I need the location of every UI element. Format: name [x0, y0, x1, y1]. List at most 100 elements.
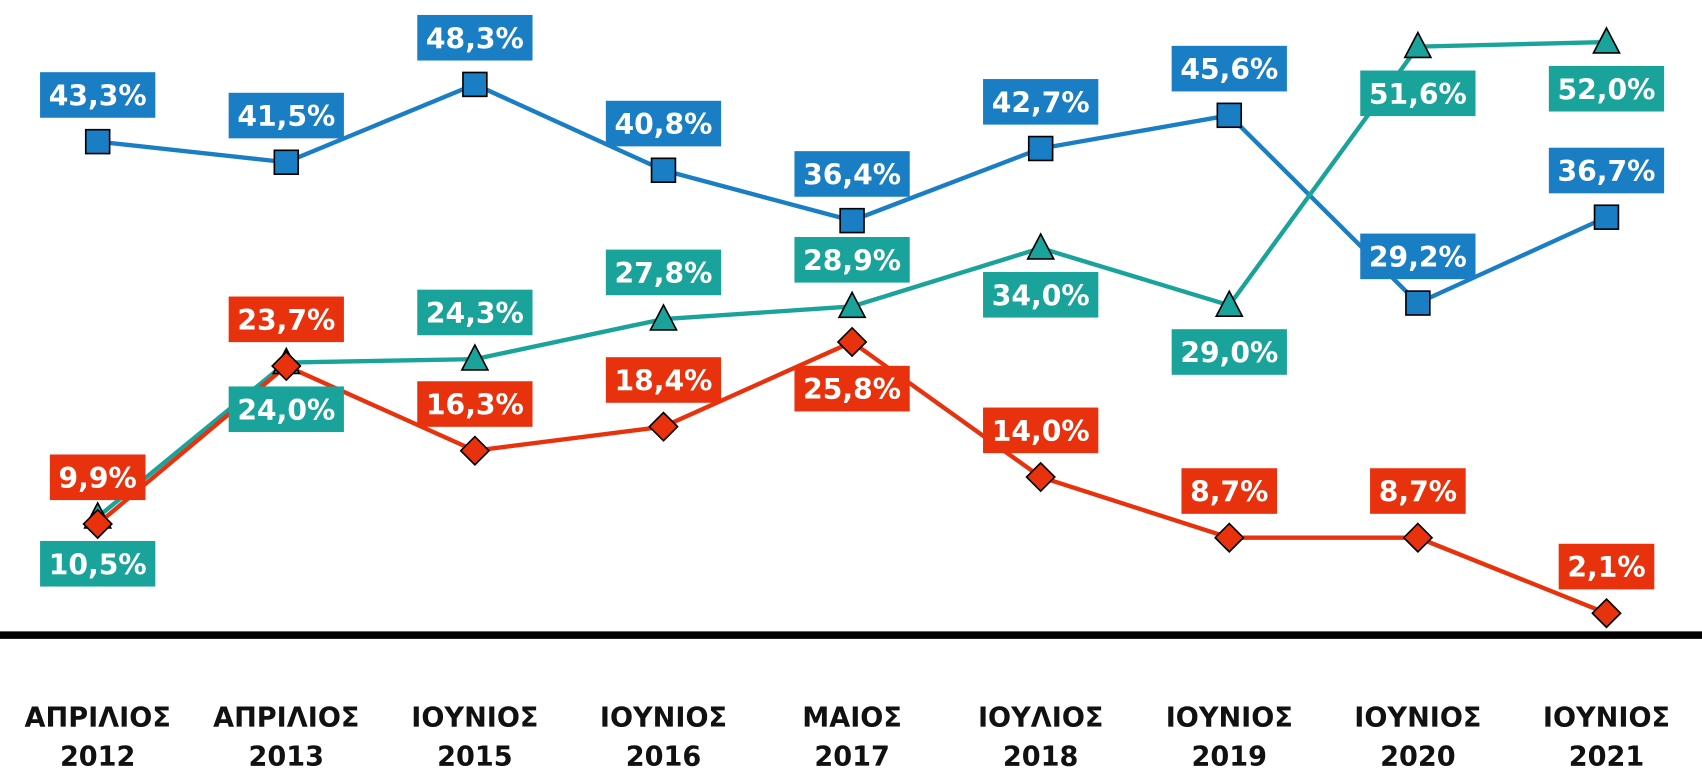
value-label-text: 34,0%	[992, 279, 1090, 312]
value-label-box	[1360, 70, 1476, 117]
point	[837, 290, 867, 319]
value-label: 27,8%	[605, 249, 722, 296]
point	[839, 207, 865, 234]
value-label-box	[40, 540, 156, 587]
value-label: 18,4%	[605, 357, 722, 403]
value-label-box	[605, 249, 722, 296]
value-label-box	[1548, 147, 1665, 194]
value-label: 41,5%	[228, 92, 344, 139]
point	[836, 326, 868, 358]
x-tick-label: ΙΟΥΝΙΟΣ 2015	[411, 702, 538, 772]
value-label-text: 36,4%	[803, 159, 901, 192]
value-label: 8,7%	[1370, 468, 1466, 514]
value-label: 28,9%	[794, 237, 910, 283]
value-label: 25,8%	[794, 365, 910, 412]
value-label-box	[49, 454, 146, 501]
point	[1591, 597, 1622, 629]
value-label: 51,6%	[1360, 70, 1476, 117]
value-label-text: 8,7%	[1379, 476, 1457, 509]
value-label-text: 42,7%	[992, 86, 1090, 119]
value-label-text: 14,0%	[992, 415, 1090, 448]
value-label: 23,7%	[228, 296, 344, 343]
value-label: 14,0%	[983, 407, 1099, 454]
value-label: 9,9%	[49, 454, 146, 501]
value-label: 36,4%	[794, 151, 910, 197]
point	[1027, 135, 1054, 162]
value-label-text: 25,8%	[803, 373, 901, 406]
value-label-text: 41,5%	[237, 100, 335, 133]
value-label-box	[794, 237, 910, 283]
point	[1403, 30, 1433, 59]
value-label: 24,0%	[228, 386, 344, 433]
x-tick-label: ΑΠΡΙΛΙΟΣ 2012	[25, 702, 171, 772]
value-label-text: 16,3%	[426, 389, 524, 422]
value-label-box	[1370, 468, 1466, 514]
value-label-box	[417, 289, 533, 336]
value-label-box	[1360, 233, 1476, 280]
point	[1405, 290, 1431, 316]
value-label: 40,8%	[605, 100, 722, 147]
point	[650, 157, 677, 184]
value-label: 29,2%	[1360, 233, 1476, 280]
x-tick-label: ΙΟΥΝΙΟΣ 2020	[1354, 702, 1481, 772]
value-label-box	[1558, 543, 1655, 590]
value-label: 45,6%	[1171, 45, 1287, 92]
value-label-text: 24,0%	[237, 394, 335, 427]
value-label-box	[228, 386, 344, 433]
value-label-box	[983, 407, 1099, 454]
point	[462, 71, 488, 98]
point	[271, 350, 302, 382]
value-label-text: 36,7%	[1558, 155, 1656, 188]
value-label: 2,1%	[1558, 543, 1655, 590]
value-label-text: 27,8%	[615, 257, 713, 290]
x-tick-label: ΙΟΥΝΙΟΣ 2019	[1166, 702, 1293, 772]
point	[1216, 102, 1243, 129]
value-label-box	[983, 271, 1099, 318]
value-label: 34,0%	[983, 271, 1099, 318]
x-tick-label: ΑΠΡΙΛΙΟΣ 2013	[213, 702, 359, 772]
point	[1025, 461, 1056, 493]
value-label-text: 52,0%	[1558, 73, 1656, 106]
point	[84, 128, 111, 155]
point	[1214, 522, 1245, 553]
value-label-text: 45,6%	[1180, 53, 1278, 86]
point	[459, 435, 491, 466]
value-label-box	[417, 381, 533, 427]
point	[1592, 26, 1621, 54]
value-label-box	[417, 14, 533, 61]
point	[82, 508, 113, 540]
value-label-box	[605, 100, 722, 147]
value-label: 16,3%	[417, 381, 533, 427]
value-label-text: 2,1%	[1567, 551, 1645, 584]
value-label-box	[605, 357, 722, 403]
value-label: 8,7%	[1181, 468, 1278, 514]
point	[1593, 204, 1620, 230]
point	[1026, 232, 1056, 260]
value-label: 43,3%	[40, 72, 156, 118]
x-tick-label: ΙΟΥΝΙΟΣ 2021	[1543, 702, 1670, 772]
value-label-text: 24,3%	[426, 297, 524, 330]
value-label: 48,3%	[417, 14, 533, 61]
value-label: 29,0%	[1171, 329, 1287, 375]
value-label-box	[1181, 468, 1278, 514]
point	[1402, 522, 1434, 553]
value-label-box	[40, 72, 156, 118]
point	[1214, 289, 1244, 317]
value-label-box	[228, 296, 344, 343]
point	[460, 343, 490, 371]
value-label-text: 29,2%	[1369, 241, 1467, 274]
value-label: 10,5%	[40, 540, 156, 587]
x-tick-label: ΜΑΙΟΣ 2017	[802, 702, 902, 772]
value-label-box	[794, 365, 910, 412]
value-label-text: 40,8%	[615, 108, 713, 141]
value-label-box	[1171, 45, 1287, 92]
x-tick-label: ΙΟΥΛΙΟΣ 2018	[978, 702, 1103, 772]
value-label-box	[228, 92, 344, 139]
value-label-text: 10,5%	[49, 548, 147, 581]
value-label: 52,0%	[1548, 65, 1665, 112]
value-label-text: 29,0%	[1180, 337, 1278, 370]
value-label: 24,3%	[417, 289, 533, 336]
value-label-text: 51,6%	[1369, 78, 1467, 111]
